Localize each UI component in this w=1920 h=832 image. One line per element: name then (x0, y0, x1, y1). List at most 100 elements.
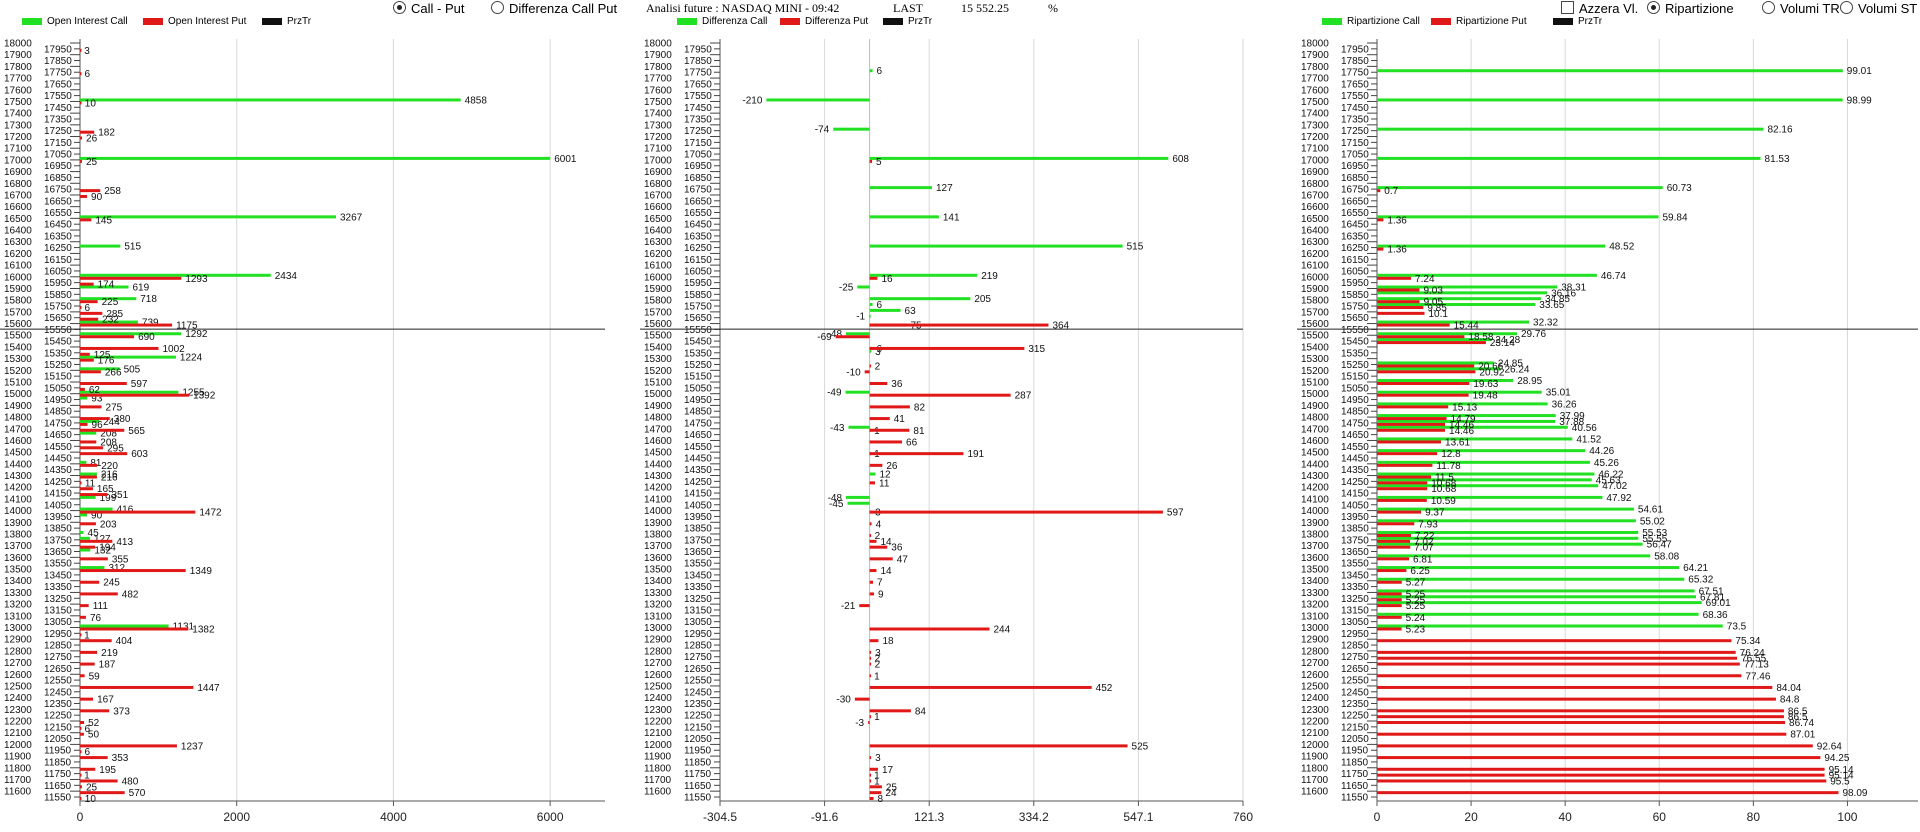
bar-value-label: 37.88 (1559, 417, 1584, 428)
put-bar (80, 72, 82, 76)
bar-value-label: 36 (891, 543, 903, 554)
bar-value-label: 174 (98, 280, 115, 291)
strike-label: 16000 (4, 272, 32, 283)
bar-value-label: 47.02 (1602, 481, 1627, 492)
legend-label: Differenza Put (805, 16, 869, 27)
strike-label: 16700 (644, 190, 672, 201)
checkbox-label: Azzera Vl. (1579, 1, 1639, 16)
bar-value-label: 65.32 (1688, 575, 1713, 586)
strike-label: 17150 (1341, 138, 1369, 149)
strike-label: 16050 (684, 266, 712, 277)
bar-value-label: 23.14 (1490, 338, 1515, 349)
legend-prztr: PrzTr (1553, 16, 1602, 27)
put-bar (80, 510, 196, 514)
bar-value-label: 8 (878, 794, 884, 805)
radio-call-put[interactable]: Call - Put (393, 1, 464, 16)
strike-label: 12800 (4, 646, 32, 657)
radio-volumi-st[interactable]: Volumi ST (1840, 1, 1917, 16)
bar-value-label: 1224 (180, 353, 203, 364)
strike-label: 14050 (1341, 500, 1369, 511)
bar-value-label: 81 (90, 458, 102, 469)
put-bar (1377, 715, 1784, 719)
strike-label: 16700 (4, 190, 32, 201)
strike-label: 17950 (684, 44, 712, 55)
strike-label: 13650 (1341, 547, 1369, 558)
bar-value-label: -48 (828, 493, 843, 504)
checkbox-azzera-vl[interactable]: Azzera Vl. (1561, 1, 1638, 16)
bar-value-label: 232 (102, 315, 119, 326)
radio-ripartizione[interactable]: Ripartizione (1647, 1, 1734, 16)
strike-label: 16000 (644, 272, 672, 283)
bar-value-label: 1 (874, 712, 880, 723)
bar-value-label: 90 (91, 192, 103, 203)
bar-value-label: 32.32 (1533, 318, 1558, 329)
call-bar (1377, 156, 1761, 160)
strike-label: 12700 (644, 658, 672, 669)
strike-label: 15400 (4, 342, 32, 353)
bar-value-label: 3 (875, 347, 881, 358)
bar-value-label: 1472 (199, 508, 222, 519)
bar-value-label: 10.59 (1431, 496, 1456, 507)
strike-label: 12200 (1301, 717, 1329, 728)
bar-value-label: 95.5 (1830, 776, 1850, 787)
bar-value-label: 46.22 (1598, 470, 1623, 481)
bar-value-label: 40.56 (1572, 423, 1597, 434)
strike-label: 13550 (44, 559, 72, 570)
bar-value-label: 245 (103, 578, 120, 589)
strike-label: 17000 (1301, 155, 1329, 166)
call-bar (1377, 507, 1634, 511)
bar-value-label: 597 (131, 379, 148, 390)
x-tick-label: 121.3 (914, 810, 944, 824)
bar-value-label: 452 (1096, 683, 1113, 694)
put-bar (869, 773, 872, 777)
strike-label: 15950 (684, 278, 712, 289)
strike-label: 12850 (684, 641, 712, 652)
strike-label: 17350 (684, 114, 712, 125)
strike-label: 14350 (684, 465, 712, 476)
strike-label: 13050 (44, 617, 72, 628)
bar-value-label: 63 (905, 306, 917, 317)
strike-label: 15000 (644, 389, 672, 400)
strike-label: 14300 (644, 471, 672, 482)
strike-label: 16450 (44, 220, 72, 231)
strike-label: 11900 (4, 752, 32, 763)
bar-value-label: 1131 (173, 621, 195, 632)
strike-label: 17450 (684, 103, 712, 114)
strike-label: 14300 (1301, 471, 1329, 482)
bar-value-label: 4 (876, 519, 882, 530)
put-bar (869, 779, 872, 783)
legend-swatch-icon (262, 17, 282, 25)
strike-label: 12700 (1301, 658, 1329, 669)
strike-label: 17050 (684, 150, 712, 161)
bar-value-label: 1175 (176, 321, 198, 332)
strike-label: 16800 (4, 179, 32, 190)
bar-value-label: 208 (100, 437, 117, 448)
strike-label: 12500 (1301, 681, 1329, 692)
put-bar (80, 194, 88, 198)
put-bar (1377, 639, 1732, 643)
strike-label: 11800 (644, 763, 672, 774)
legend-differenza-put: Differenza Put (780, 16, 868, 27)
put-bar (80, 487, 93, 491)
bar-value-label: 132 (94, 546, 111, 557)
bar-value-label: 1.36 (1387, 215, 1407, 226)
strike-label: 12150 (44, 722, 72, 733)
bar-value-label: 50 (88, 730, 100, 741)
put-bar (1377, 721, 1786, 725)
bar-value-label: 24.85 (1498, 358, 1523, 369)
radio-differenza-call-put[interactable]: Differenza Call Put (491, 1, 617, 16)
put-bar (1377, 481, 1428, 485)
put-bar (80, 405, 102, 409)
put-bar (869, 791, 882, 795)
radio-volumi-tr[interactable]: Volumi TR (1762, 1, 1840, 16)
put-bar (1377, 697, 1776, 701)
call-bar (1377, 624, 1723, 628)
bar-value-label: 6.25 (1410, 566, 1430, 577)
bar-value-label: 416 (117, 505, 134, 516)
radio-label: Ripartizione (1665, 1, 1734, 16)
bar-value-label: 3 (84, 46, 90, 57)
strike-label: 12200 (4, 717, 32, 728)
put-bar (80, 627, 189, 631)
strike-label: 12850 (1341, 641, 1369, 652)
x-tick-label: -304.5 (703, 810, 737, 824)
